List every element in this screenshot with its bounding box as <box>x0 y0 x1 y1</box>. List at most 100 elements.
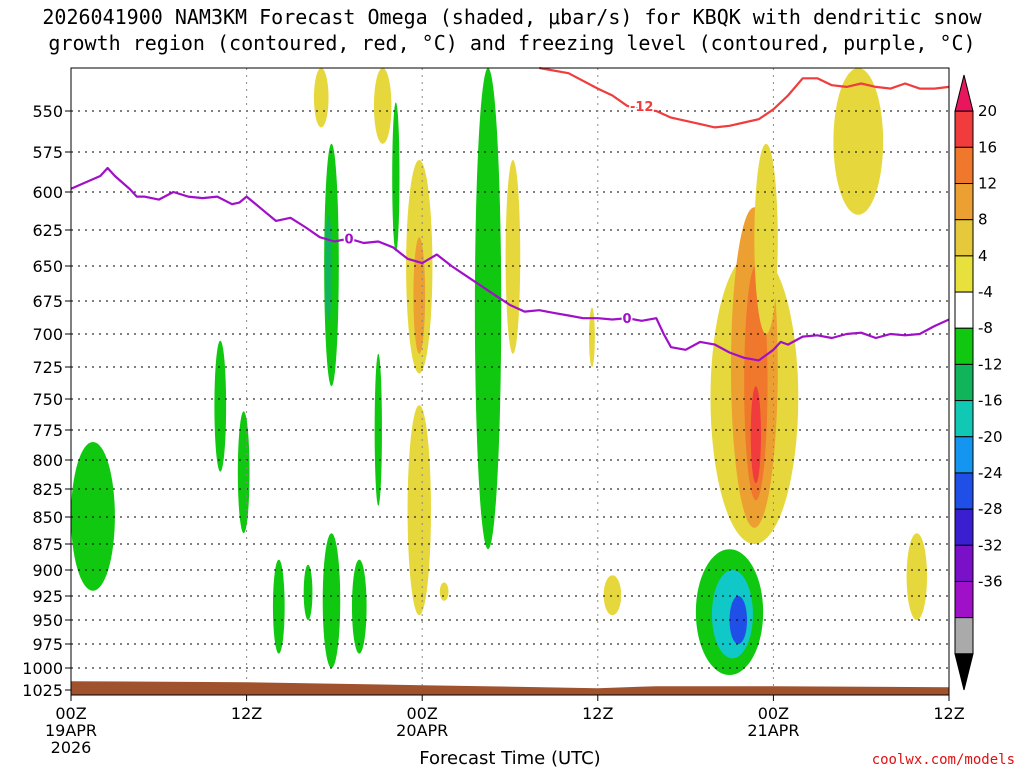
colorbar-bin-3 <box>954 183 974 221</box>
colorbar-bin-10 <box>954 436 974 474</box>
y-tick-label-675: 675 <box>32 292 63 311</box>
colorbar-label-4: 4 <box>978 247 988 265</box>
colorbar-label-2: 12 <box>978 175 997 193</box>
colorbar-bin-2 <box>954 146 974 185</box>
omega-region-upward-1 <box>373 68 392 144</box>
omega-region-upward-4 <box>439 582 449 601</box>
omega-region-upward-3 <box>407 405 431 616</box>
y-tick-label-650: 650 <box>32 257 63 276</box>
x-tick-label-2: 00Z <box>407 704 438 723</box>
colorbar-label-6: -8 <box>978 319 993 337</box>
omega-region-upward-11 <box>906 533 928 620</box>
colorbar-bin-8 <box>954 363 974 402</box>
colorbar-bin-9 <box>954 400 974 438</box>
colorbar-bin-14 <box>954 580 974 619</box>
colorbar-label-13: -36 <box>978 572 1003 590</box>
colorbar-bin-11 <box>954 472 974 510</box>
contour-line-1 <box>539 66 950 129</box>
y-tick-label-875: 875 <box>32 535 63 554</box>
y-axis: 550 575 600 625 650 675 700 725 750 775 800 825 850 8… <box>22 102 71 700</box>
x-tick-label-1: 12Z <box>231 704 262 723</box>
colorbar-label-5: -4 <box>978 283 993 301</box>
y-tick-label-925: 925 <box>32 587 63 606</box>
omega-region-downward-4 <box>303 564 313 621</box>
colorbar-label-9: -20 <box>978 428 1003 446</box>
omega-region-downward-6 <box>322 533 341 668</box>
y-tick-label-975: 975 <box>32 635 63 654</box>
omega-region-downward-7 <box>351 559 367 654</box>
x-tick-date-2: 20APR <box>396 721 448 740</box>
contour-line-0 <box>70 166 950 362</box>
colorbar-label-7: -12 <box>978 355 1003 373</box>
chart-title-line1: 2026041900 NAM3KM Forecast Omega (shaded… <box>42 5 982 29</box>
contour-label-0: 0 <box>345 233 354 248</box>
omega-region-downward-1 <box>214 340 227 472</box>
terrain-area <box>71 681 949 695</box>
colorbar-label-10: -24 <box>978 464 1003 482</box>
colorbar-bin-12 <box>954 508 974 546</box>
x-axis-label: Forecast Time (UTC) <box>419 748 600 768</box>
y-tick-label-800: 800 <box>32 451 63 470</box>
colorbar-label-3: 8 <box>978 211 988 229</box>
contour-label-1: -12 <box>630 100 654 115</box>
colorbar-label-0: 20 <box>978 102 997 120</box>
omega-region-upward-10 <box>833 67 884 215</box>
colorbar-bin-15 <box>954 617 974 655</box>
omega-region-downward-9 <box>392 102 400 252</box>
omega-region-downward-5b <box>324 214 333 321</box>
omega-region-downward-3 <box>272 559 285 654</box>
y-tick-label-900: 900 <box>32 561 63 580</box>
x-tick-label-5: 12Z <box>933 704 964 723</box>
y-tick-label-750: 750 <box>32 390 63 409</box>
omega-region-upward-7 <box>603 575 622 616</box>
colorbar-bin-7 <box>954 327 974 365</box>
omega-region-downward-11c <box>729 596 748 644</box>
omega-region-downward-10 <box>474 68 502 550</box>
x-tick-date-4: 21APR <box>747 721 799 740</box>
y-tick-label-600: 600 <box>32 183 63 202</box>
terrain-layer <box>71 681 949 695</box>
colorbar-bin-1 <box>954 110 974 148</box>
x-tick-label-4: 00Z <box>758 704 789 723</box>
colorbar-label-1: 16 <box>978 138 997 156</box>
y-tick-label-850: 850 <box>32 508 63 527</box>
omega-region-upward-6 <box>589 307 595 367</box>
plot-background <box>71 68 949 695</box>
colorbar-label-8: -16 <box>978 392 1003 410</box>
y-tick-label-550: 550 <box>32 102 63 121</box>
omega-region-upward-2b <box>413 237 426 354</box>
colorbar-top-triangle <box>954 74 974 112</box>
y-tick-label-1025: 1025 <box>22 681 63 700</box>
y-tick-label-950: 950 <box>32 611 63 630</box>
y-tick-label-700: 700 <box>32 325 63 344</box>
y-tick-label-625: 625 <box>32 221 63 240</box>
omega-region-downward-0 <box>71 442 115 591</box>
x-tick-year-0: 2026 <box>51 738 92 757</box>
colorbar: 20 16 12 8 4 -4 -8 -12 -16 -20 -24 -28 -32 -36 <box>954 74 1003 691</box>
y-tick-label-725: 725 <box>32 358 63 377</box>
colorbar-bin-6 <box>954 291 974 329</box>
colorbar-bin-13 <box>954 544 974 582</box>
colorbar-bottom-triangle <box>954 653 974 691</box>
chart-title-line2: growth region (contoured, red, °C) and f… <box>48 31 975 55</box>
y-tick-label-575: 575 <box>32 143 63 162</box>
colorbar-label-11: -28 <box>978 500 1003 518</box>
omega-region-downward-8 <box>374 353 382 506</box>
omega-region-upward-5 <box>505 160 521 354</box>
y-tick-label-775: 775 <box>32 421 63 440</box>
omega-shading-layer <box>71 67 928 676</box>
x-tick-date-0: 19APR <box>45 721 97 740</box>
omega-region-upward-0 <box>313 68 329 128</box>
contour-layer: 0 0 -12 <box>70 66 950 362</box>
y-tick-label-1000: 1000 <box>22 659 63 678</box>
y-tick-label-825: 825 <box>32 480 63 499</box>
x-tick-label-3: 12Z <box>582 704 613 723</box>
x-tick-label-0: 00Z <box>55 704 86 723</box>
plot-area: 0 0 -12 <box>70 66 950 696</box>
colorbar-label-12: -32 <box>978 536 1003 554</box>
credit-text: coolwx.com/models <box>872 752 1015 768</box>
plot-frame <box>70 67 950 696</box>
colorbar-bin-5 <box>954 255 974 293</box>
